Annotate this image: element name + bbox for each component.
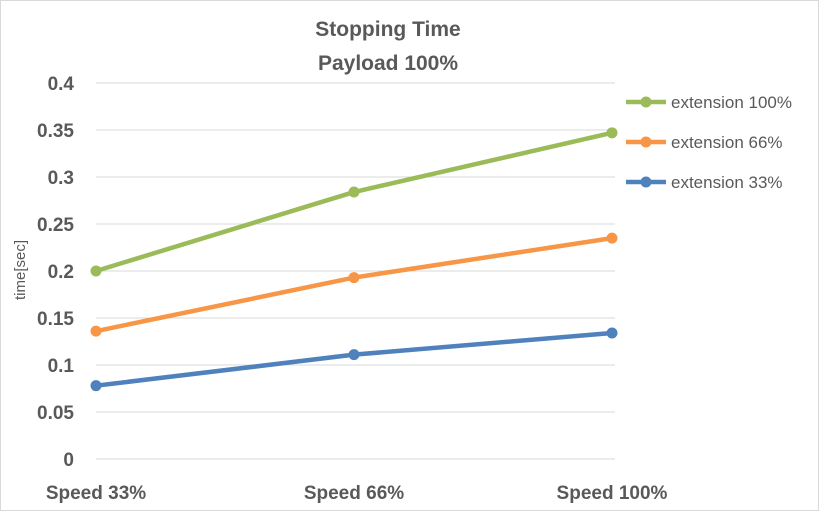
y-tick-label: 0.15 (37, 309, 74, 330)
y-tick-label: 0.1 (48, 356, 75, 377)
series-line (95, 235, 613, 334)
chart-title: Stopping Time (315, 18, 460, 41)
legend-marker (640, 96, 652, 108)
data-point (90, 380, 102, 392)
x-tick-label: Speed 66% (304, 483, 404, 504)
y-tick-label: 0.35 (37, 121, 74, 142)
data-point (90, 325, 102, 337)
y-tick-label: 0.3 (48, 168, 74, 189)
legend-label: extension 33% (671, 173, 783, 192)
x-tick-label: Speed 100% (557, 483, 668, 504)
data-point (606, 127, 618, 139)
y-tick-label: 0 (63, 450, 74, 471)
data-point (606, 232, 618, 244)
y-tick-label: 0.05 (37, 403, 74, 424)
data-point (90, 265, 102, 277)
data-point (348, 349, 360, 361)
y-axis-label: time[sec] (12, 240, 29, 300)
legend-marker (640, 176, 652, 188)
data-point (606, 327, 618, 339)
legend-marker (640, 136, 652, 148)
legend-label: extension 100% (671, 93, 792, 112)
data-point (348, 272, 360, 284)
y-tick-label: 0.25 (37, 215, 74, 236)
y-tick-label: 0.2 (48, 262, 74, 283)
y-tick-label: 0.4 (48, 74, 75, 95)
data-point (348, 186, 360, 198)
x-tick-label: Speed 33% (46, 483, 146, 504)
legend-label: extension 66% (671, 133, 783, 152)
chart-subtitle: Payload 100% (318, 52, 458, 75)
